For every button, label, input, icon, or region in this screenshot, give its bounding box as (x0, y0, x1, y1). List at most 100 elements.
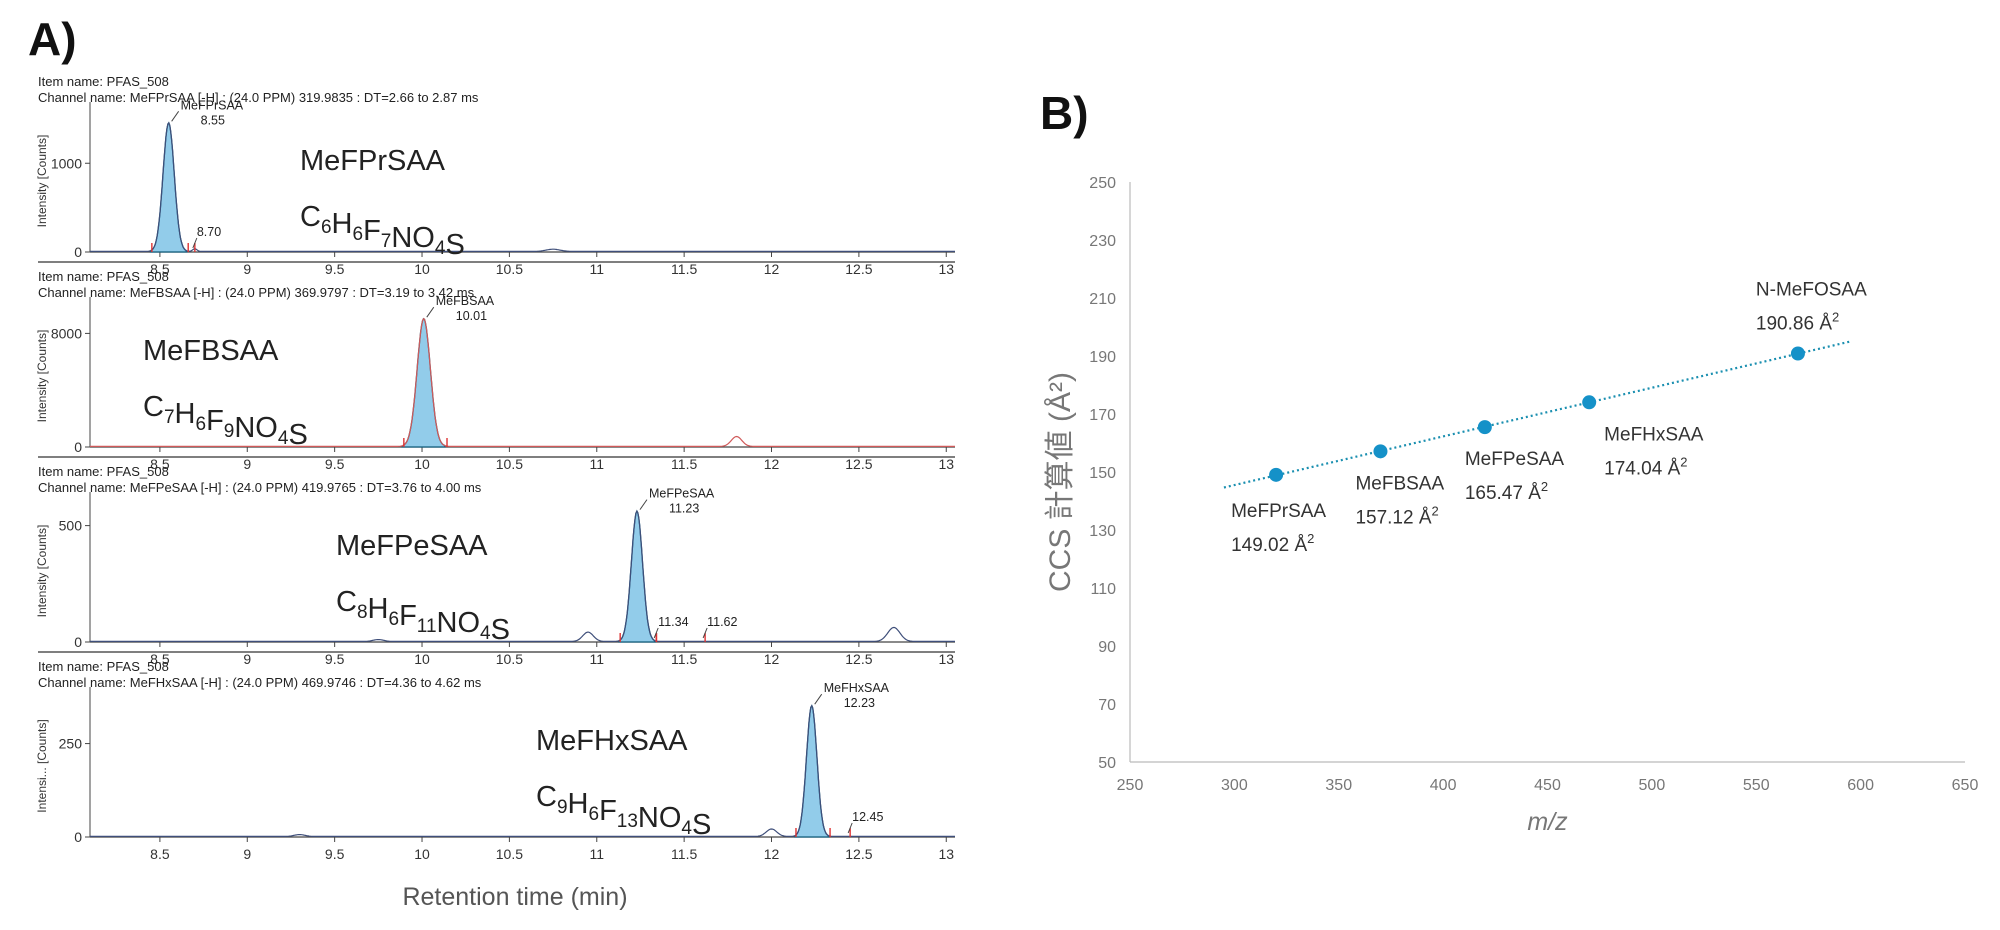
x-tick-label: 600 (1847, 777, 1874, 794)
x-tick-label: 12.5 (845, 651, 872, 667)
y-axis-title: CCS 計算値 (Å²) (1044, 372, 1077, 592)
y-tick-label: 0 (74, 634, 82, 650)
ccs-scatter-panel: 50 70 90 110 130 150 170 190 210 230 250 250 300 350 4… (1044, 175, 1979, 836)
x-tick-label: 11 (589, 846, 604, 862)
y-tick-label: 8000 (51, 325, 82, 341)
x-tick-label: 11.5 (671, 261, 697, 277)
x-tick-label: 9 (243, 261, 251, 277)
point-value-label: 174.04 Å2 (1604, 454, 1687, 479)
channel-name: Channel name: MeFPrSAA [-H] : (24.0 PPM)… (38, 90, 479, 105)
data-point (1269, 467, 1284, 482)
x-tick-label: 350 (1325, 777, 1352, 794)
x-tick-label: 300 (1221, 777, 1248, 794)
item-name: Item name: PFAS_508 (38, 659, 169, 674)
y-axis-title: Intensity [Counts] (35, 525, 49, 618)
y-tick-label: 130 (1089, 523, 1116, 540)
minor-peak-leader (192, 237, 198, 249)
x-axis-title: Retention time (min) (402, 883, 627, 911)
point-name-label: MeFPeSAA (1465, 449, 1565, 470)
y-tick-label: 250 (59, 736, 83, 752)
x-tick-label: 550 (1743, 777, 1770, 794)
compound-name: MeFPrSAA (300, 145, 446, 177)
minor-peak-label: 11.62 (707, 615, 737, 629)
y-tick-label: 150 (1089, 465, 1116, 482)
point-name-label: MeFBSAA (1355, 473, 1444, 494)
y-axis-title: Intensity [Counts] (35, 330, 49, 423)
y-tick-label: 90 (1098, 639, 1116, 656)
y-tick-label: 50 (1098, 755, 1116, 772)
x-tick-label: 10.5 (496, 651, 523, 667)
main-peak-area (149, 121, 188, 253)
point-value-label: 190.86 Å2 (1756, 310, 1839, 335)
compound-formula: C6H6F7NO4S (300, 201, 465, 261)
x-tick-label: 10.5 (496, 456, 523, 472)
peak-leader (639, 499, 648, 510)
main-peak-area (618, 509, 656, 643)
y-axis-title: Intensi... [Counts] (35, 719, 49, 812)
item-name: Item name: PFAS_508 (38, 74, 169, 89)
x-tick-label: 10 (414, 651, 430, 667)
y-tick-label: 110 (1090, 581, 1116, 598)
x-tick-label: 13 (938, 456, 954, 472)
data-point (1582, 395, 1597, 410)
minor-peak-label: 12.45 (852, 810, 883, 824)
x-tick-label: 10.5 (496, 846, 523, 862)
peak-rt-label: 10.01 (456, 309, 487, 323)
compound-name: MeFBSAA (143, 335, 279, 367)
x-tick-label: 11 (589, 651, 604, 667)
peak-leader (814, 693, 823, 705)
x-tick-label: 8.5 (150, 456, 170, 472)
compound-formula: C9H6F13NO4S (536, 781, 711, 841)
x-tick-label: 9 (243, 456, 251, 472)
x-tick-label: 12 (764, 846, 780, 862)
x-tick-label: 12 (764, 456, 780, 472)
x-tick-label: 9.5 (325, 261, 345, 277)
minor-peak-label: 8.70 (197, 225, 221, 239)
minor-peak-label: 11.34 (658, 615, 688, 629)
x-tick-label: 8.5 (150, 651, 170, 667)
x-tick-label: 10 (414, 456, 430, 472)
y-tick-label: 250 (1089, 175, 1116, 192)
x-tick-label: 11 (589, 456, 604, 472)
y-tick-label: 500 (59, 518, 83, 534)
peak-leader (426, 306, 435, 318)
x-tick-label: 9 (243, 651, 251, 667)
y-tick-label: 170 (1089, 407, 1116, 424)
y-tick-label: 0 (74, 829, 82, 845)
y-tick-label: 0 (74, 439, 82, 455)
x-tick-label: 13 (938, 651, 954, 667)
trace-line (90, 509, 955, 643)
x-tick-label: 10 (414, 261, 430, 277)
panel-a-letter: A) (28, 13, 77, 65)
panel-b-letter: B) (1040, 87, 1089, 139)
peak-rt-label: 11.23 (669, 502, 699, 516)
point-name-label: MeFHxSAA (1604, 424, 1704, 445)
point-value-label: 157.12 Å2 (1355, 503, 1438, 528)
data-point (1373, 444, 1388, 459)
peak-leader (171, 111, 180, 122)
compound-name: MeFHxSAA (536, 725, 688, 757)
trace-line (90, 317, 955, 447)
x-tick-label: 11.5 (671, 846, 697, 862)
x-tick-label: 10.5 (496, 261, 523, 277)
minor-peak-leader (847, 822, 853, 834)
y-tick-label: 70 (1098, 697, 1116, 714)
x-tick-label: 11 (589, 261, 604, 277)
x-tick-label: 650 (1952, 777, 1979, 794)
item-name: Item name: PFAS_508 (38, 464, 169, 479)
peak-rt-label: 12.23 (844, 696, 875, 710)
trendline (1223, 340, 1851, 489)
x-tick-label: 12.5 (845, 846, 872, 862)
main-peak-area (401, 317, 446, 448)
minor-peak-leader (653, 627, 659, 639)
x-tick-label: 12.5 (845, 456, 872, 472)
x-tick-label: 13 (938, 261, 954, 277)
x-tick-label: 9.5 (325, 846, 345, 862)
x-tick-label: 9.5 (325, 651, 345, 667)
x-tick-label: 250 (1117, 777, 1144, 794)
point-value-label: 165.47 Å2 (1465, 479, 1548, 504)
point-value-label: 149.02 Å2 (1231, 531, 1314, 556)
